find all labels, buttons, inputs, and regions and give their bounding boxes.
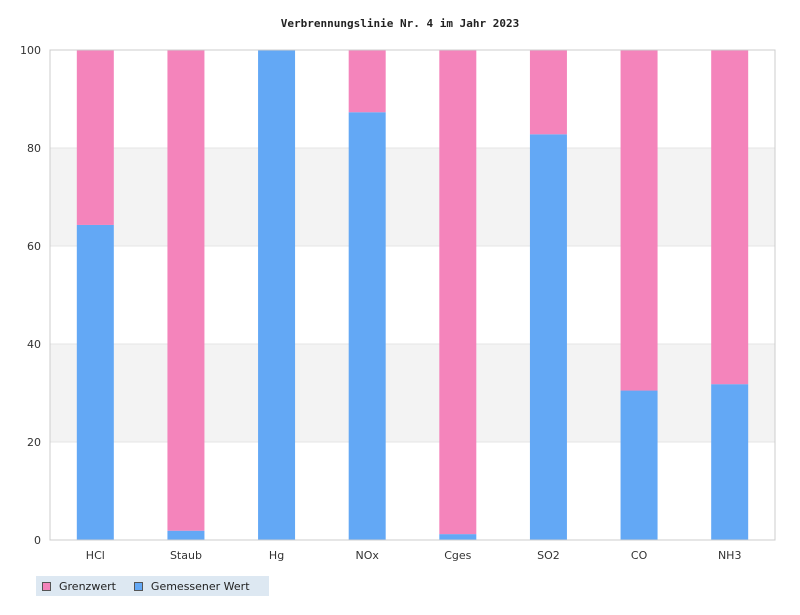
bar-hg-gemessener-wert — [258, 50, 296, 540]
legend-item-gemessener-wert: Gemessener Wert — [133, 579, 250, 593]
bars — [76, 50, 749, 540]
bar-co-gemessener-wert — [620, 390, 658, 540]
bar-so2-gemessener-wert — [529, 134, 567, 540]
bar-nh3-gemessener-wert — [711, 384, 749, 540]
y-tick-label: 80 — [27, 142, 41, 155]
y-tick-label: 20 — [27, 436, 41, 449]
legend-swatch-grenzwert — [42, 581, 51, 591]
y-tick-label: 60 — [27, 240, 41, 253]
y-tick-label: 100 — [20, 44, 41, 57]
bar-co-grenzwert — [620, 50, 658, 391]
x-tick-label: NOx — [355, 549, 379, 562]
bar-cges-grenzwert — [439, 50, 477, 535]
plot-frame — [49, 49, 776, 541]
legend-label-grenzwert: Grenzwert — [59, 579, 116, 593]
y-tick-label: 40 — [27, 338, 41, 351]
grid-band — [50, 344, 775, 442]
x-tick-label: Hg — [269, 549, 284, 562]
legend-label-gemessener-wert: Gemessener Wert — [150, 579, 250, 593]
bar-nox-grenzwert — [348, 50, 386, 113]
x-tick-label: NH3 — [718, 549, 742, 562]
bar-hcl-gemessener-wert — [76, 224, 114, 540]
x-tick-label: Staub — [170, 549, 202, 562]
x-tick-label: HCl — [86, 549, 105, 562]
y-tick-label: 0 — [34, 534, 41, 547]
legend: Grenzwert Gemessener Wert — [36, 576, 269, 596]
grid-bands — [50, 147, 775, 541]
bar-staub-gemessener-wert — [167, 530, 205, 540]
x-axis-ticks: HCl Staub Hg NOx Cges SO2 CO NH3 — [86, 549, 742, 562]
legend-item-grenzwert: Grenzwert — [42, 580, 116, 593]
x-tick-label: SO2 — [537, 549, 560, 562]
bar-so2-grenzwert — [529, 50, 567, 135]
grid-band — [50, 148, 775, 246]
legend-swatch-gemessener-wert — [133, 581, 143, 591]
x-tick-label: CO — [631, 549, 648, 562]
bar-hcl-grenzwert — [76, 50, 114, 225]
chart-title: Verbrennungslinie Nr. 4 im Jahr 2023 — [281, 17, 519, 30]
bar-nh3-grenzwert — [711, 50, 749, 385]
bar-nox-gemessener-wert — [348, 112, 386, 540]
bar-cges-gemessener-wert — [439, 534, 477, 540]
bar-staub-grenzwert — [167, 50, 205, 531]
y-axis-ticks: 0 20 40 60 80 100 — [20, 44, 41, 547]
x-tick-label: Cges — [444, 549, 471, 562]
